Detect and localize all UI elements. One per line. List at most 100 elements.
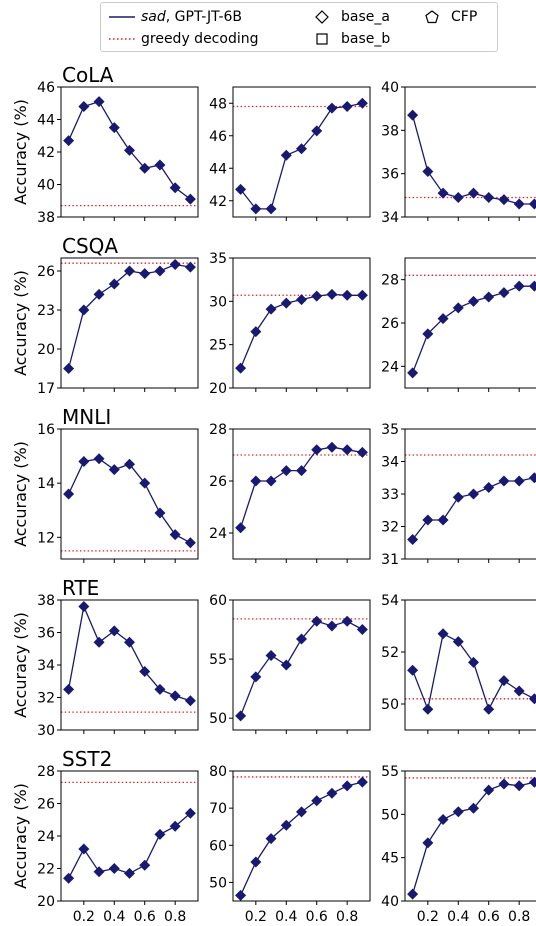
data-point (528, 776, 536, 788)
data-point (422, 514, 434, 526)
data-point (356, 446, 368, 458)
axes-frame (232, 599, 371, 731)
series-line (240, 781, 363, 896)
y-tick-label: 36 (381, 167, 399, 183)
y-tick-label: 38 (381, 123, 399, 139)
data-point (326, 620, 338, 632)
y-tick-label: 20 (209, 381, 227, 397)
data-point (498, 778, 510, 790)
y-tick-label: 70 (209, 801, 227, 817)
data-point (139, 859, 151, 871)
data-point (468, 488, 479, 500)
y-tick-label: 31 (381, 552, 399, 568)
data-point (280, 149, 292, 161)
x-tick-label: 0.6 (478, 909, 500, 925)
y-tick-label: 40 (37, 178, 55, 194)
axes-frame (232, 86, 371, 218)
x-tick-label: 0.8 (164, 909, 186, 925)
data-point (326, 787, 338, 799)
data-point (108, 122, 120, 134)
data-point (265, 475, 277, 487)
legend-label-cfp: CFP (451, 9, 478, 25)
y-tick-label: 36 (37, 626, 55, 642)
panel-mnli-3: 31 32 33 34 35 (381, 422, 536, 568)
data-point (108, 863, 120, 874)
y-tick-label: 28 (37, 764, 55, 780)
legend-dotted-swatch (109, 38, 135, 40)
data-point (513, 780, 525, 792)
legend-label-sad-italic: sad (141, 9, 166, 25)
y-tick-label: 46 (209, 129, 227, 145)
y-axis-label: Accuracy (%) (11, 270, 30, 376)
legend-label-greedy: greedy decoding (141, 31, 259, 47)
data-point (311, 125, 323, 137)
data-point (235, 522, 247, 534)
hollow-pentagon-icon (425, 10, 439, 24)
panel-rte-2: 50 55 60 (209, 593, 371, 734)
legend-label-base-b: base_b (341, 31, 391, 47)
data-point (169, 529, 181, 541)
y-tick-label: 38 (37, 210, 55, 226)
y-tick-label: 24 (37, 829, 55, 845)
data-point (422, 703, 434, 715)
y-tick-label: 30 (37, 723, 55, 739)
data-point (93, 96, 105, 108)
data-point (326, 441, 338, 453)
y-tick-label: 50 (381, 807, 399, 823)
data-point (341, 780, 353, 792)
data-point (437, 628, 449, 640)
y-tick-label: 32 (37, 691, 55, 707)
y-axis-label: Accuracy (%) (11, 99, 30, 205)
panel-csqa-2: 20 25 30 35 (209, 251, 371, 397)
data-point (184, 261, 196, 273)
y-tick-label: 33 (381, 487, 399, 503)
data-point (108, 464, 120, 476)
data-point (452, 806, 464, 818)
x-tick-label: 0.2 (417, 909, 439, 925)
data-point (356, 289, 368, 301)
data-point (78, 101, 90, 112)
y-tick-label: 26 (37, 797, 55, 813)
panel-mnli-2: 24 26 28 (209, 422, 371, 563)
data-point (139, 477, 151, 489)
data-point (483, 482, 495, 493)
y-tick-label: 35 (381, 422, 399, 438)
data-point (326, 288, 338, 300)
data-point (63, 488, 75, 500)
axes-frame (232, 428, 371, 560)
data-point (311, 290, 323, 302)
data-point (184, 537, 196, 549)
panel-mnli-1: 12 14 16 (37, 422, 199, 563)
data-point (452, 491, 464, 503)
y-tick-label: 35 (209, 251, 227, 267)
y-tick-label: 55 (381, 764, 399, 780)
y-axis-label: Accuracy (%) (11, 612, 30, 718)
data-point (422, 837, 434, 849)
data-point (139, 268, 151, 280)
data-point (154, 683, 166, 695)
y-tick-label: 23 (37, 303, 55, 319)
y-tick-label: 44 (37, 113, 55, 129)
y-tick-label: 60 (209, 838, 227, 854)
data-point (250, 203, 262, 215)
series-line (411, 781, 535, 895)
y-tick-label: 40 (381, 894, 399, 910)
data-point (280, 819, 292, 831)
panel-cola-2: 42 44 46 48 (209, 86, 371, 221)
data-point (93, 453, 105, 465)
data-point (250, 326, 262, 338)
data-point (498, 475, 510, 487)
data-point (468, 656, 479, 668)
y-tick-label: 50 (209, 875, 227, 891)
hollow-square-icon (316, 33, 328, 45)
data-point (296, 143, 307, 155)
panel-sst2-3: 40 45 50 55 0.2 0.4 0.6 0.8 (381, 764, 536, 925)
data-point (452, 302, 464, 314)
y-tick-label: 38 (37, 593, 55, 609)
x-tick-label: 0.8 (508, 909, 530, 925)
data-point (483, 291, 495, 303)
data-point (407, 888, 419, 900)
data-point (498, 194, 510, 206)
y-tick-label: 16 (37, 422, 55, 438)
data-point (356, 97, 368, 109)
